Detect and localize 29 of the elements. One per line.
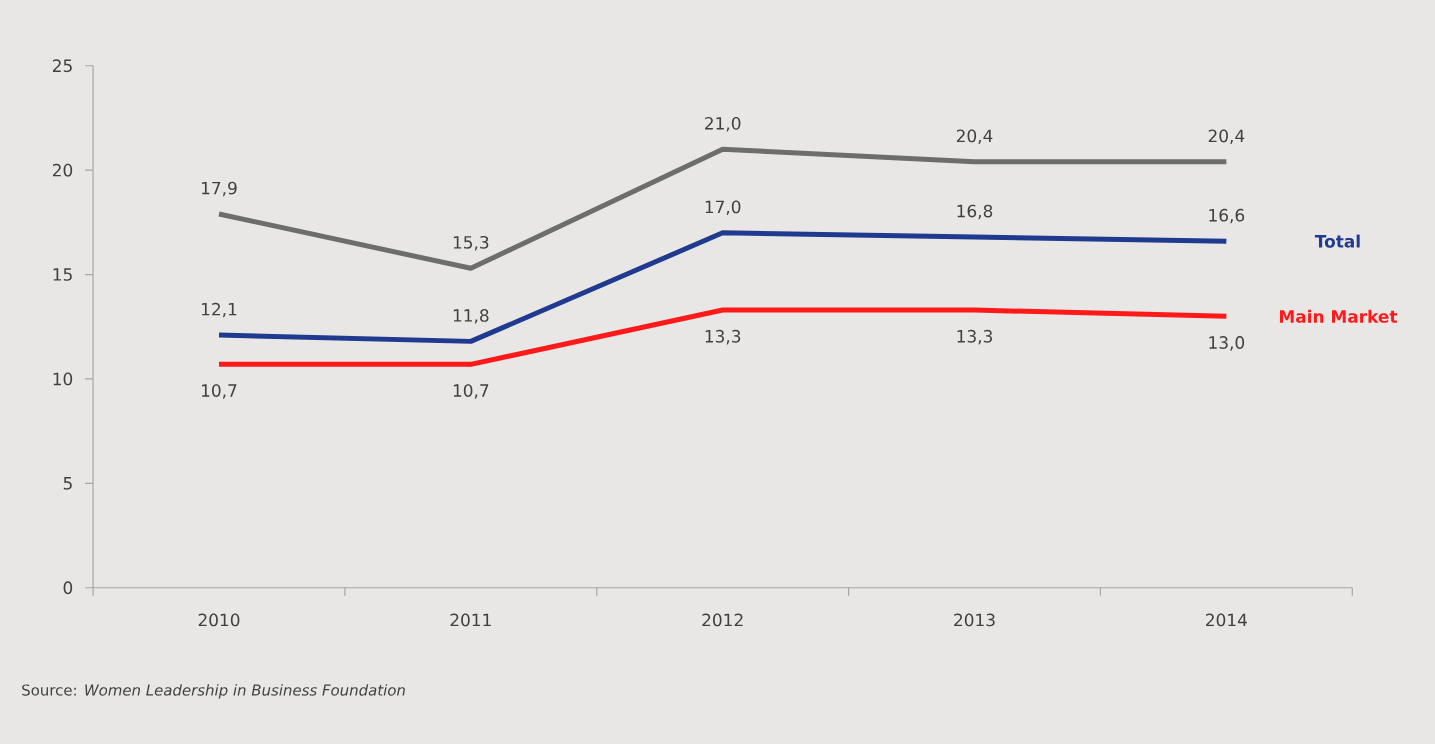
data-label: 16,8 bbox=[957, 204, 993, 220]
x-tick-label: 2010 bbox=[198, 613, 240, 627]
data-label: 16,6 bbox=[1209, 208, 1245, 224]
data-label: 13,3 bbox=[957, 329, 992, 345]
data-label: 20,4 bbox=[1208, 129, 1245, 144]
y-tick-label: 15 bbox=[53, 268, 72, 281]
y-tick-label: 20 bbox=[52, 163, 73, 177]
data-label: 17,0 bbox=[705, 200, 741, 215]
data-label: 17,9 bbox=[202, 181, 237, 197]
x-tick-label: 2013 bbox=[954, 613, 995, 627]
data-label: 11,8 bbox=[453, 308, 489, 324]
data-label: 21,0 bbox=[705, 116, 741, 132]
x-tick-label: 2014 bbox=[1206, 613, 1247, 627]
text: Main Market bbox=[1279, 309, 1398, 323]
y-tick-label: 25 bbox=[52, 59, 72, 73]
data-label: 10,7 bbox=[453, 384, 489, 399]
data-label: 13,0 bbox=[1209, 336, 1245, 351]
data-label: 12,1 bbox=[202, 302, 237, 318]
x-tick-label: 2011 bbox=[450, 613, 491, 627]
data-label: 15,3 bbox=[453, 235, 489, 251]
text: Total bbox=[1314, 234, 1360, 248]
source-note: Source: Women Leadership in Business Foundation bbox=[22, 684, 405, 699]
data-label: 13,3 bbox=[705, 329, 741, 345]
data-label: 20,4 bbox=[956, 129, 993, 144]
y-tick-label: 5 bbox=[63, 476, 72, 490]
x-tick-label: 2012 bbox=[702, 613, 743, 627]
data-label: 10,7 bbox=[202, 384, 237, 399]
y-tick-label: 0 bbox=[63, 581, 73, 595]
y-tick-label: 10 bbox=[53, 372, 73, 386]
